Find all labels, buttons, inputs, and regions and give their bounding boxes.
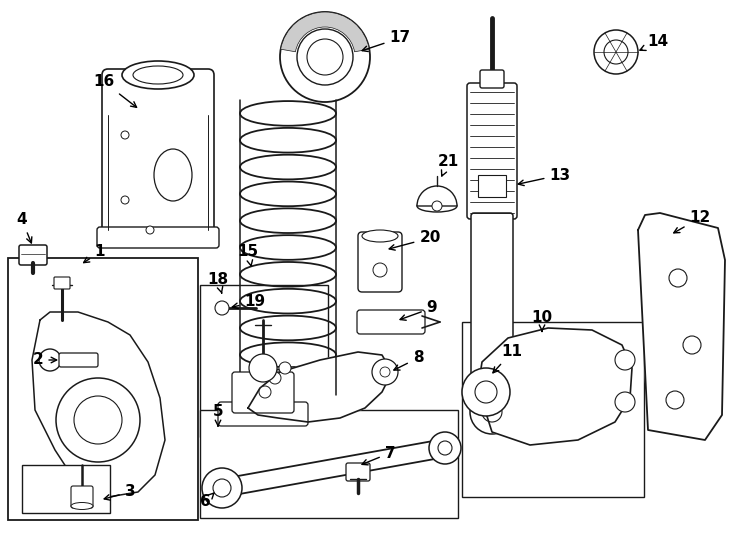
FancyBboxPatch shape (232, 372, 294, 413)
Circle shape (269, 372, 281, 384)
Text: 3: 3 (104, 484, 135, 500)
FancyBboxPatch shape (357, 310, 425, 334)
Circle shape (373, 263, 387, 277)
Ellipse shape (154, 149, 192, 201)
Polygon shape (478, 328, 632, 445)
Circle shape (683, 336, 701, 354)
Text: 15: 15 (237, 245, 258, 266)
Circle shape (604, 40, 628, 64)
Wedge shape (417, 186, 457, 206)
Circle shape (215, 301, 229, 315)
Text: 7: 7 (362, 446, 396, 465)
Circle shape (202, 468, 242, 508)
FancyBboxPatch shape (480, 70, 504, 88)
Text: 12: 12 (674, 211, 711, 233)
Text: 9: 9 (400, 300, 437, 320)
FancyBboxPatch shape (218, 402, 308, 426)
Circle shape (56, 378, 140, 462)
FancyBboxPatch shape (19, 245, 47, 265)
FancyBboxPatch shape (71, 486, 93, 508)
Circle shape (666, 391, 684, 409)
Ellipse shape (417, 200, 457, 212)
FancyBboxPatch shape (54, 277, 70, 289)
Ellipse shape (122, 61, 194, 89)
Bar (22, 465, 110, 513)
Circle shape (438, 441, 452, 455)
Ellipse shape (133, 66, 183, 84)
Circle shape (594, 30, 638, 74)
Text: 16: 16 (93, 75, 137, 107)
Circle shape (280, 12, 370, 102)
Text: 11: 11 (493, 345, 523, 373)
Bar (200, 285, 328, 437)
Ellipse shape (71, 503, 93, 510)
FancyBboxPatch shape (358, 232, 402, 292)
Polygon shape (32, 312, 165, 498)
Circle shape (39, 349, 61, 371)
Circle shape (213, 479, 231, 497)
Circle shape (372, 359, 398, 385)
Circle shape (121, 196, 129, 204)
Polygon shape (248, 352, 392, 422)
Circle shape (74, 396, 122, 444)
Circle shape (297, 29, 353, 85)
FancyBboxPatch shape (97, 227, 219, 248)
Circle shape (482, 402, 502, 422)
FancyBboxPatch shape (59, 353, 98, 367)
Circle shape (121, 131, 129, 139)
Circle shape (429, 432, 461, 464)
Polygon shape (638, 213, 725, 440)
Text: 6: 6 (200, 493, 214, 510)
Circle shape (432, 201, 442, 211)
Circle shape (146, 226, 154, 234)
Text: 18: 18 (208, 273, 228, 293)
Text: 20: 20 (389, 231, 440, 250)
Circle shape (307, 39, 343, 75)
Circle shape (259, 386, 271, 398)
Text: 19: 19 (232, 294, 266, 309)
Text: 13: 13 (518, 167, 570, 186)
Text: 2: 2 (32, 353, 57, 368)
Circle shape (380, 367, 390, 377)
Circle shape (470, 390, 514, 434)
Circle shape (615, 350, 635, 370)
Text: 21: 21 (437, 154, 459, 176)
Bar (462, 322, 644, 497)
FancyBboxPatch shape (102, 69, 214, 243)
Text: 17: 17 (362, 30, 410, 51)
Circle shape (279, 362, 291, 374)
Bar (8, 258, 198, 520)
Text: 14: 14 (640, 35, 669, 50)
Ellipse shape (362, 230, 398, 242)
FancyBboxPatch shape (346, 463, 370, 481)
FancyBboxPatch shape (471, 213, 513, 404)
Text: 1: 1 (84, 245, 105, 262)
Text: 8: 8 (394, 350, 424, 370)
Bar (200, 410, 458, 518)
Bar (478, 175, 506, 197)
Circle shape (475, 381, 497, 403)
FancyBboxPatch shape (467, 83, 517, 219)
Circle shape (615, 392, 635, 412)
Text: 5: 5 (213, 404, 223, 426)
Circle shape (249, 354, 277, 382)
Circle shape (669, 269, 687, 287)
Circle shape (462, 368, 510, 416)
Text: 10: 10 (531, 310, 553, 331)
Wedge shape (280, 12, 369, 52)
Text: 4: 4 (17, 213, 32, 243)
